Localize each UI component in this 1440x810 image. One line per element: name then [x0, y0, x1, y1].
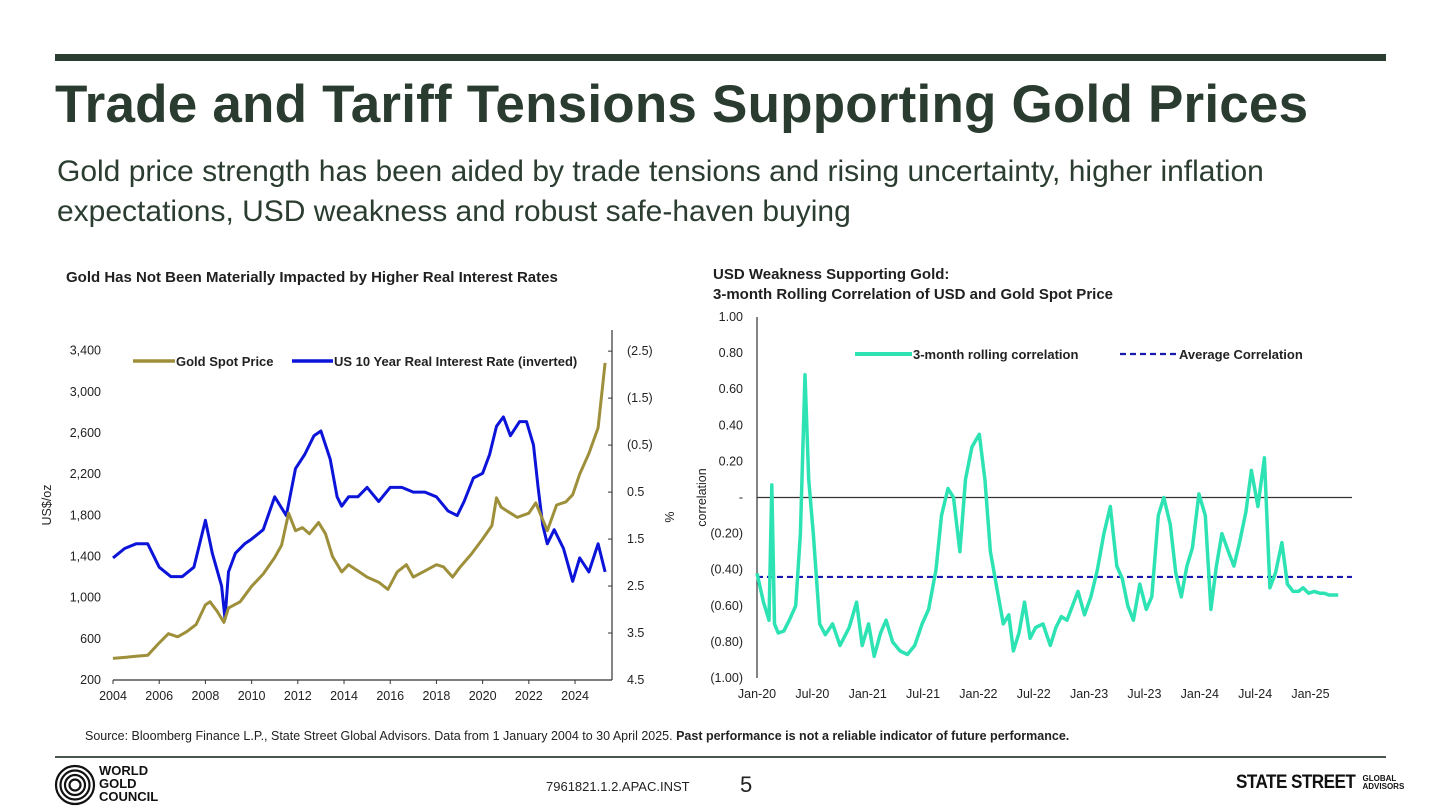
left-chart-title: Gold Has Not Been Materially Impacted by…: [66, 269, 558, 286]
x-tick-label: Jul-20: [795, 687, 829, 701]
x-tick-label: 2024: [561, 689, 589, 703]
y2-tick-label: (2.5): [627, 344, 653, 358]
rate-series-line: [112, 415, 607, 621]
bottom-rule: [55, 756, 1386, 758]
x-tick-label: 2022: [515, 689, 543, 703]
wgc-line-2: GOLD: [99, 776, 137, 791]
y-tick-label: 1.00: [719, 310, 743, 324]
x-tick-label: Jul-21: [906, 687, 940, 701]
x-tick-label: Jan-21: [849, 687, 887, 701]
x-tick-label: 2018: [423, 689, 451, 703]
disclaimer-text: Past performance is not a reliable indic…: [676, 729, 1070, 743]
x-tick-label: Jan-25: [1291, 687, 1329, 701]
y-tick-label: 200: [80, 673, 101, 687]
y-tick-label: (0.60): [710, 599, 743, 613]
legend-average-label: Average Correlation: [1179, 347, 1303, 362]
x-tick-label: 2014: [330, 689, 358, 703]
y2-tick-label: 0.5: [627, 485, 644, 499]
x-tick-label: 2006: [145, 689, 173, 703]
y-axis-label: correlation: [695, 468, 709, 526]
y-tick-label: -: [739, 491, 743, 505]
x-tick-label: Jan-24: [1181, 687, 1219, 701]
x-tick-label: Jul-22: [1017, 687, 1051, 701]
y-tick-label: 600: [80, 632, 101, 646]
world-gold-council-wordmark: WORLD GOLD COUNCIL: [99, 764, 158, 803]
y-tick-label: 1,800: [70, 508, 101, 522]
document-code: 7961821.1.2.APAC.INST: [546, 779, 690, 794]
x-tick-label: 2004: [99, 689, 127, 703]
y-tick-label: 2,600: [70, 426, 101, 440]
state-street-logo: STATE STREET GLOBAL ADVISORS: [1236, 772, 1404, 794]
y-tick-label: 3,000: [70, 385, 101, 399]
page-title: Trade and Tariff Tensions Supporting Gol…: [55, 75, 1309, 134]
y-axis-label: US$/oz: [40, 485, 54, 526]
y2-tick-label: 2.5: [627, 579, 644, 593]
y2-tick-label: (1.5): [627, 391, 653, 405]
y2-tick-label: 3.5: [627, 626, 644, 640]
source-text: Source: Bloomberg Finance L.P., State St…: [85, 729, 673, 743]
right-chart-title: USD Weakness Supporting Gold:: [713, 266, 950, 283]
ssga-wordmark: STATE STREET: [1236, 772, 1356, 793]
y-tick-label: 2,200: [70, 467, 101, 481]
right-chart-subtitle: 3-month Rolling Correlation of USD and G…: [713, 286, 1114, 303]
x-tick-label: Jan-23: [1070, 687, 1108, 701]
x-tick-label: 2010: [238, 689, 266, 703]
y-tick-label: 0.60: [719, 382, 743, 396]
x-tick-label: Jan-20: [738, 687, 776, 701]
x-tick-label: 2008: [192, 689, 220, 703]
y2-tick-label: 4.5: [627, 673, 644, 687]
y-tick-label: (0.40): [710, 563, 743, 577]
y-tick-label: 1,000: [70, 591, 101, 605]
gold-vs-real-rate-chart: 2004 2006 2008 2010 2012 2014 2016 2018 2020 2022…: [40, 330, 677, 703]
legend-gold-label: Gold Spot Price: [176, 354, 274, 369]
top-rule: [55, 54, 1386, 61]
x-tick-label: Jul-23: [1127, 687, 1161, 701]
wgc-line-3: COUNCIL: [99, 789, 159, 804]
ssga-sub-1: GLOBAL: [1362, 774, 1397, 783]
source-note: Source: Bloomberg Finance L.P., State St…: [85, 729, 1069, 743]
x-tick-label: Jan-22: [959, 687, 997, 701]
ssga-sub-2: ADVISORS: [1362, 782, 1405, 791]
y2-tick-label: (0.5): [627, 438, 653, 452]
usd-gold-correlation-chart: (1.00) (0.80) (0.60) (0.40) (0.20) - 0.20 0.40 0…: [695, 310, 1352, 701]
y-tick-label: 0.20: [719, 454, 743, 468]
x-tick-label: 2020: [469, 689, 497, 703]
y-tick-label: (0.80): [710, 635, 743, 649]
correlation-series-line: [755, 373, 1339, 659]
y2-tick-label: 1.5: [627, 532, 644, 546]
x-tick-label: 2016: [376, 689, 404, 703]
ssga-subtext: GLOBAL ADVISORS: [1363, 775, 1405, 791]
x-tick-label: 2012: [284, 689, 312, 703]
y-tick-label: 3,400: [70, 344, 101, 358]
x-tick-label: Jul-24: [1238, 687, 1272, 701]
gold-series-line: [112, 362, 607, 660]
legend-correlation-label: 3-month rolling correlation: [913, 347, 1078, 362]
y-tick-label: (0.20): [710, 527, 743, 541]
y-tick-label: 1,400: [70, 549, 101, 563]
y-tick-label: 0.80: [719, 346, 743, 360]
y-tick-label: 0.40: [719, 418, 743, 432]
world-gold-council-logo-icon: [54, 764, 96, 806]
page-number: 5: [740, 772, 753, 797]
wgc-line-1: WORLD: [99, 763, 149, 778]
page-subtitle: Gold price strength has been aided by tr…: [57, 155, 1264, 228]
y-tick-label: (1.00): [710, 671, 743, 685]
legend-rate-label: US 10 Year Real Interest Rate (inverted): [334, 354, 577, 369]
y2-axis-label: %: [663, 511, 677, 522]
